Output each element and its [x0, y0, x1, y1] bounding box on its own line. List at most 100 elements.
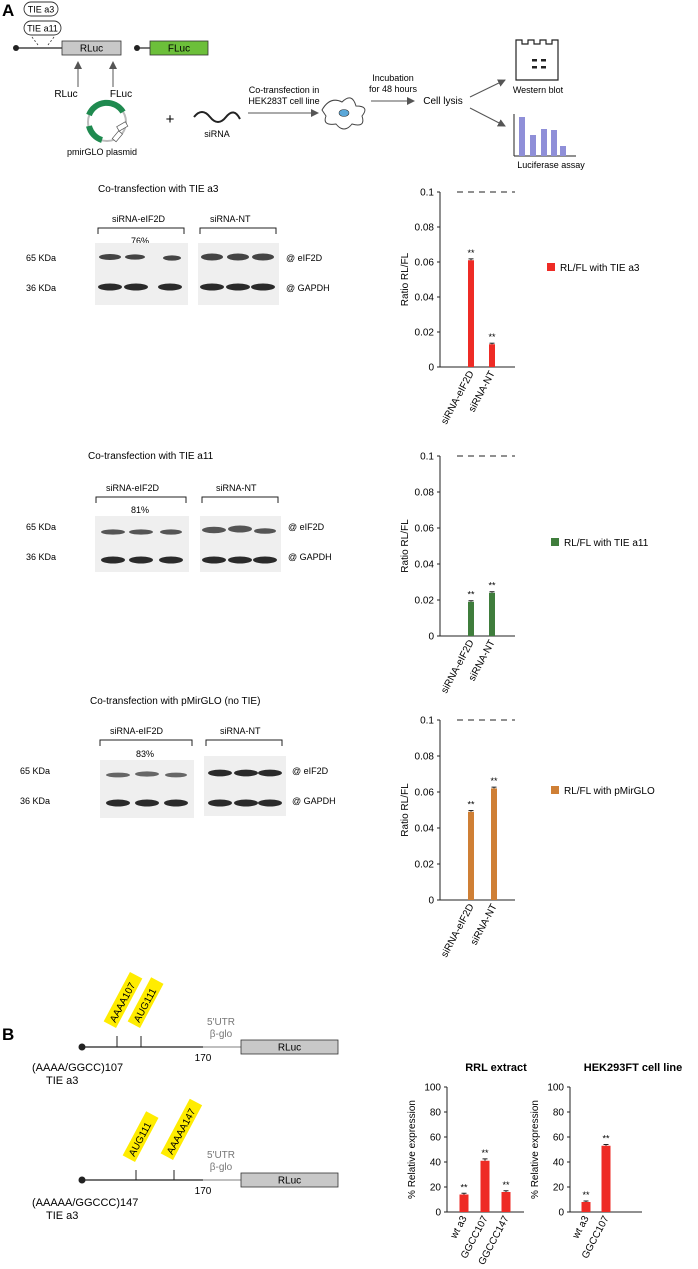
plus-sign: +: [166, 111, 175, 128]
incubation-label-2: for 48 hours: [369, 84, 418, 94]
y-tick-label: 0: [558, 1208, 564, 1219]
x-tick-label: siRNA-eIF2D: [439, 369, 476, 426]
luciferase-assay-icon: [513, 114, 576, 157]
y-axis-label: Ratio RL/FL: [400, 783, 411, 837]
fluc-construct: FLuc: [134, 40, 209, 56]
mw-36-label: 36 KDa: [20, 796, 50, 806]
construct-name-2: TIE a3: [46, 1075, 78, 1087]
y-tick-label: 0.02: [415, 328, 435, 339]
legend-swatch: [551, 538, 559, 546]
band-gapdh-label: @ GAPDH: [288, 552, 332, 562]
bar: [489, 592, 495, 636]
construct-2: AUG111 AAAAA147 5'UTR β-glo 170 RLuc (AA…: [32, 1098, 339, 1222]
utr-label-1: 5'UTR: [207, 1150, 235, 1161]
y-tick-label: 40: [553, 1158, 565, 1169]
blot-title: Co-transfection with pMirGLO (no TIE): [90, 696, 260, 707]
y-tick-label: 80: [430, 1108, 442, 1119]
y-tick-label: 0: [428, 632, 434, 643]
motif-tag: [103, 971, 143, 1029]
y-tick-label: 0: [435, 1208, 441, 1219]
rluc-box: [240, 1172, 339, 1188]
bar: [468, 811, 474, 900]
bar: [501, 1192, 511, 1212]
y-tick-label: 80: [553, 1108, 565, 1119]
legend-label: RL/FL with pMirGLO: [564, 786, 655, 797]
y-tick-label: 0.04: [415, 824, 435, 835]
knockdown-percent: 81%: [131, 505, 149, 515]
knockdown-percent: 83%: [136, 749, 154, 759]
y-tick-label: 0.1: [420, 452, 434, 463]
mw-65-label: 65 KDa: [26, 522, 56, 532]
chart-title: HEK293FT cell line: [584, 1062, 682, 1074]
tie-a3-oval: [23, 1, 59, 17]
construct-name-1: (AAAA/GGCC)107: [32, 1062, 123, 1074]
blot-membrane-right: [200, 516, 281, 572]
significance-mark: **: [502, 1180, 510, 1190]
sirna-icon: [193, 111, 241, 123]
mw-36-label: 36 KDa: [26, 552, 56, 562]
y-tick-label: 0.04: [415, 293, 435, 304]
significance-mark: **: [467, 590, 475, 600]
utr-label-1: 5'UTR: [207, 1017, 235, 1028]
y-tick-label: 20: [553, 1183, 565, 1194]
mw-65-label: 65 KDa: [20, 766, 50, 776]
bar: [468, 601, 474, 636]
utr-label-2: β-glo: [210, 1162, 233, 1173]
blot-section-2: Co-transfection with TIE a11 siRNA-eIF2D…: [26, 451, 332, 572]
motif-tag: [127, 977, 164, 1029]
legend-swatch: [551, 786, 559, 794]
rluc-box-label: RLuc: [80, 44, 103, 55]
cotransfection-label-2: HEK283T cell line: [248, 96, 319, 106]
cell-icon: [321, 97, 366, 130]
position-label: 170: [195, 1186, 212, 1197]
blot-section-3: Co-transfection with pMirGLO (no TIE) si…: [20, 696, 336, 818]
significance-mark: **: [481, 1148, 489, 1158]
cell-lysis-label: Cell lysis: [423, 96, 462, 107]
y-axis-label: Ratio RL/FL: [400, 519, 411, 573]
significance-mark: **: [460, 1182, 468, 1192]
blot-section-1: Co-transfection with TIE a3 siRNA-eIF2D …: [26, 184, 330, 305]
blot-membrane-right: [198, 243, 279, 305]
luciferase-assay-label: Luciferase assay: [517, 160, 585, 170]
bar: [601, 1145, 611, 1212]
blot-title: Co-transfection with TIE a11: [88, 451, 214, 462]
y-tick-label: 0.06: [415, 524, 435, 535]
y-tick-label: 40: [430, 1158, 442, 1169]
tie-a11-oval: [23, 20, 62, 36]
significance-mark: **: [602, 1134, 610, 1144]
blot-title: Co-transfection with TIE a3: [98, 184, 219, 195]
x-tick-label: wt a3: [448, 1214, 470, 1242]
blot-membrane-right: [204, 756, 286, 816]
bar: [491, 788, 497, 900]
bar: [489, 344, 495, 367]
plasmid-icon: [86, 99, 129, 143]
blot-group2-label: siRNA-NT: [220, 726, 261, 736]
panel-b-label: B: [2, 1025, 14, 1044]
bar: [480, 1160, 490, 1212]
rluc-gene-label: RLuc: [54, 89, 77, 100]
chart-title: RRL extract: [465, 1062, 527, 1074]
legend-label: RL/FL with TIE a3: [560, 263, 640, 274]
y-tick-label: 0.02: [415, 860, 435, 871]
x-tick-label: siRNA-eIF2D: [439, 638, 476, 695]
y-axis-label: % Relative expression: [530, 1100, 541, 1199]
rluc-box-label: RLuc: [278, 1176, 301, 1187]
legend-label: RL/FL with TIE a11: [564, 538, 649, 549]
legend-swatch: [547, 263, 555, 271]
western-blot-icon: [515, 39, 559, 81]
mw-36-label: 36 KDa: [26, 283, 56, 293]
y-tick-label: 0: [428, 363, 434, 374]
y-axis-label: Ratio RL/FL: [400, 252, 411, 306]
incubation-label-1: Incubation: [372, 73, 414, 83]
y-tick-label: 0.08: [415, 223, 435, 234]
y-tick-label: 0.02: [415, 596, 435, 607]
plasmid-label: pmirGLO plasmid: [67, 147, 137, 157]
motif-tag: [122, 1111, 159, 1163]
y-tick-label: 0: [428, 896, 434, 907]
y-tick-label: 0.1: [420, 188, 434, 199]
band-gapdh-label: @ GAPDH: [292, 796, 336, 806]
bar: [468, 260, 474, 367]
fluc-box: [149, 40, 209, 56]
band-eif2d-label: @ eIF2D: [288, 522, 325, 532]
